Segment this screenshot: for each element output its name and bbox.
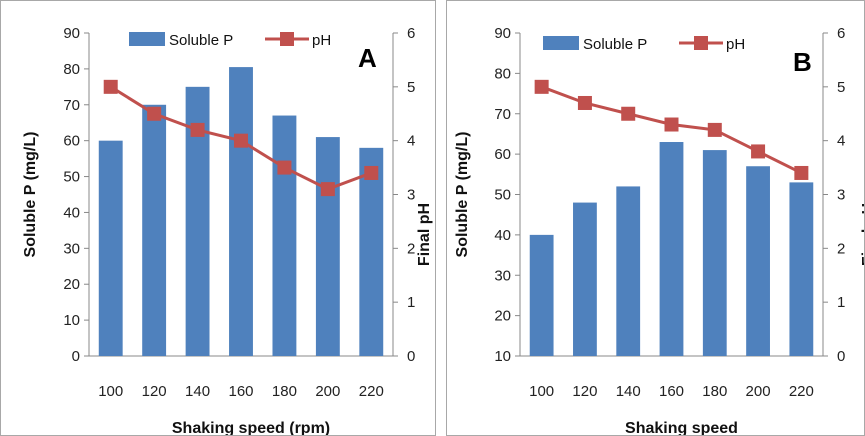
y-tick-label: 20 bbox=[494, 308, 511, 325]
y-tick-label: 10 bbox=[494, 348, 511, 365]
y-tick-label: 70 bbox=[63, 97, 80, 114]
x-tick-label: 160 bbox=[659, 383, 684, 400]
x-tick-label: 220 bbox=[359, 383, 384, 400]
y-tick-label: 30 bbox=[63, 240, 80, 257]
bar-soluble-p bbox=[659, 142, 684, 356]
ph-marker bbox=[751, 144, 766, 159]
legend-label-ph: pH bbox=[726, 36, 745, 53]
legend-marker-ph bbox=[694, 36, 708, 50]
y2-tick-label: 1 bbox=[407, 294, 415, 311]
panel-label: B bbox=[793, 47, 812, 77]
y-tick-label: 10 bbox=[63, 312, 80, 329]
x-tick-label: 120 bbox=[572, 383, 597, 400]
y2-axis-title: Final pH bbox=[416, 203, 433, 266]
chart-a-svg: 0 10 20 30 40 50 60 70 80 90 0 1 2 3 4 5 6 100 120 140 160 18… bbox=[22, 25, 433, 436]
bar-soluble-p bbox=[616, 186, 641, 356]
legend: Soluble P pH bbox=[129, 32, 331, 49]
x-tick-label: 180 bbox=[702, 383, 727, 400]
bar-soluble-p bbox=[185, 86, 210, 356]
y2-tick-label: 0 bbox=[407, 348, 415, 365]
panel-label: A bbox=[358, 43, 377, 73]
bar-soluble-p bbox=[702, 150, 727, 356]
ph-marker bbox=[103, 79, 118, 94]
y2-tick-label: 3 bbox=[837, 187, 845, 204]
x-axis-title: Shaking speed (rpm) bbox=[172, 420, 330, 436]
y-tick-label: 70 bbox=[494, 106, 511, 123]
y-axis-title: Soluble P (mg/L) bbox=[454, 132, 471, 258]
y-tick-label: 60 bbox=[63, 133, 80, 150]
bar-soluble-p bbox=[746, 166, 770, 356]
y2-tick-label: 6 bbox=[837, 25, 845, 42]
y-tick-label: 50 bbox=[63, 169, 80, 186]
ph-marker bbox=[664, 117, 679, 132]
ph-marker bbox=[320, 182, 335, 197]
y-tick-label: 90 bbox=[494, 25, 511, 42]
y-tick-label: 90 bbox=[63, 25, 80, 42]
y2-tick-label: 0 bbox=[837, 348, 845, 365]
x-tick-label: 160 bbox=[228, 383, 253, 400]
legend-swatch-soluble-p bbox=[543, 36, 579, 50]
x-tick-label: 200 bbox=[315, 383, 340, 400]
bar-soluble-p bbox=[98, 140, 123, 356]
legend-swatch-soluble-p bbox=[129, 32, 165, 46]
x-tick-label: 180 bbox=[272, 383, 297, 400]
y2-tick-label: 3 bbox=[407, 187, 415, 204]
ph-marker bbox=[621, 106, 636, 121]
x-tick-label: 120 bbox=[142, 383, 167, 400]
y2-tick-label: 4 bbox=[837, 133, 845, 150]
x-axis-title: Shaking speed bbox=[625, 420, 738, 436]
chart-panel-a: 0 10 20 30 40 50 60 70 80 90 0 1 2 3 4 5 6 100 120 140 160 18… bbox=[0, 0, 436, 436]
bar-soluble-p bbox=[315, 137, 340, 356]
ph-marker bbox=[794, 165, 809, 180]
x-tick-label: 200 bbox=[746, 383, 771, 400]
ph-marker bbox=[190, 122, 205, 137]
legend-label-ph: pH bbox=[312, 32, 331, 49]
y-tick-label: 60 bbox=[494, 146, 511, 163]
bar-soluble-p bbox=[142, 104, 167, 357]
x-tick-label: 140 bbox=[185, 383, 210, 400]
x-tick-label: 100 bbox=[529, 383, 554, 400]
legend-marker-ph bbox=[280, 32, 294, 46]
legend-label-soluble-p: Soluble P bbox=[169, 32, 233, 49]
y-tick-label: 50 bbox=[494, 187, 511, 204]
ph-marker bbox=[577, 95, 592, 110]
y2-tick-label: 6 bbox=[407, 25, 415, 42]
y2-tick-label: 4 bbox=[407, 133, 415, 150]
x-tick-label: 100 bbox=[98, 383, 123, 400]
y-tick-label: 20 bbox=[63, 276, 80, 293]
bar-soluble-p bbox=[573, 202, 597, 356]
y2-tick-label: 2 bbox=[837, 240, 845, 257]
ph-marker bbox=[147, 106, 162, 121]
legend-label-soluble-p: Soluble P bbox=[583, 36, 647, 53]
y2-tick-label: 5 bbox=[407, 79, 415, 96]
y-axis-title: Soluble P (mg/L) bbox=[22, 132, 39, 258]
ph-marker bbox=[364, 165, 379, 180]
bar-soluble-p bbox=[529, 234, 554, 356]
legend: Soluble P pH bbox=[543, 36, 745, 53]
x-tick-label: 140 bbox=[616, 383, 641, 400]
y-tick-label: 80 bbox=[63, 61, 80, 78]
y-tick-label: 30 bbox=[494, 267, 511, 284]
y2-tick-label: 2 bbox=[407, 240, 415, 257]
bar-soluble-p bbox=[359, 147, 384, 356]
bar-soluble-p bbox=[272, 115, 297, 357]
ph-marker bbox=[277, 160, 292, 175]
bar-soluble-p bbox=[229, 67, 253, 356]
y2-tick-label: 5 bbox=[837, 79, 845, 96]
y-tick-label: 40 bbox=[494, 227, 511, 244]
ph-marker bbox=[534, 79, 549, 94]
y-tick-label: 0 bbox=[72, 348, 80, 365]
chart-b-svg: 10 20 30 40 50 60 70 80 90 0 1 2 3 4 5 6 100 120 140 160 180… bbox=[454, 25, 865, 436]
ph-marker bbox=[234, 133, 248, 148]
ph-marker bbox=[707, 122, 722, 137]
y-tick-label: 80 bbox=[494, 65, 511, 82]
x-tick-label: 220 bbox=[789, 383, 814, 400]
y2-tick-label: 1 bbox=[837, 294, 845, 311]
bar-soluble-p bbox=[789, 182, 814, 356]
chart-panel-b: 10 20 30 40 50 60 70 80 90 0 1 2 3 4 5 6 100 120 140 160 180… bbox=[446, 0, 865, 436]
y2-axis-title: Final pH bbox=[860, 203, 865, 266]
y-tick-label: 40 bbox=[63, 204, 80, 221]
